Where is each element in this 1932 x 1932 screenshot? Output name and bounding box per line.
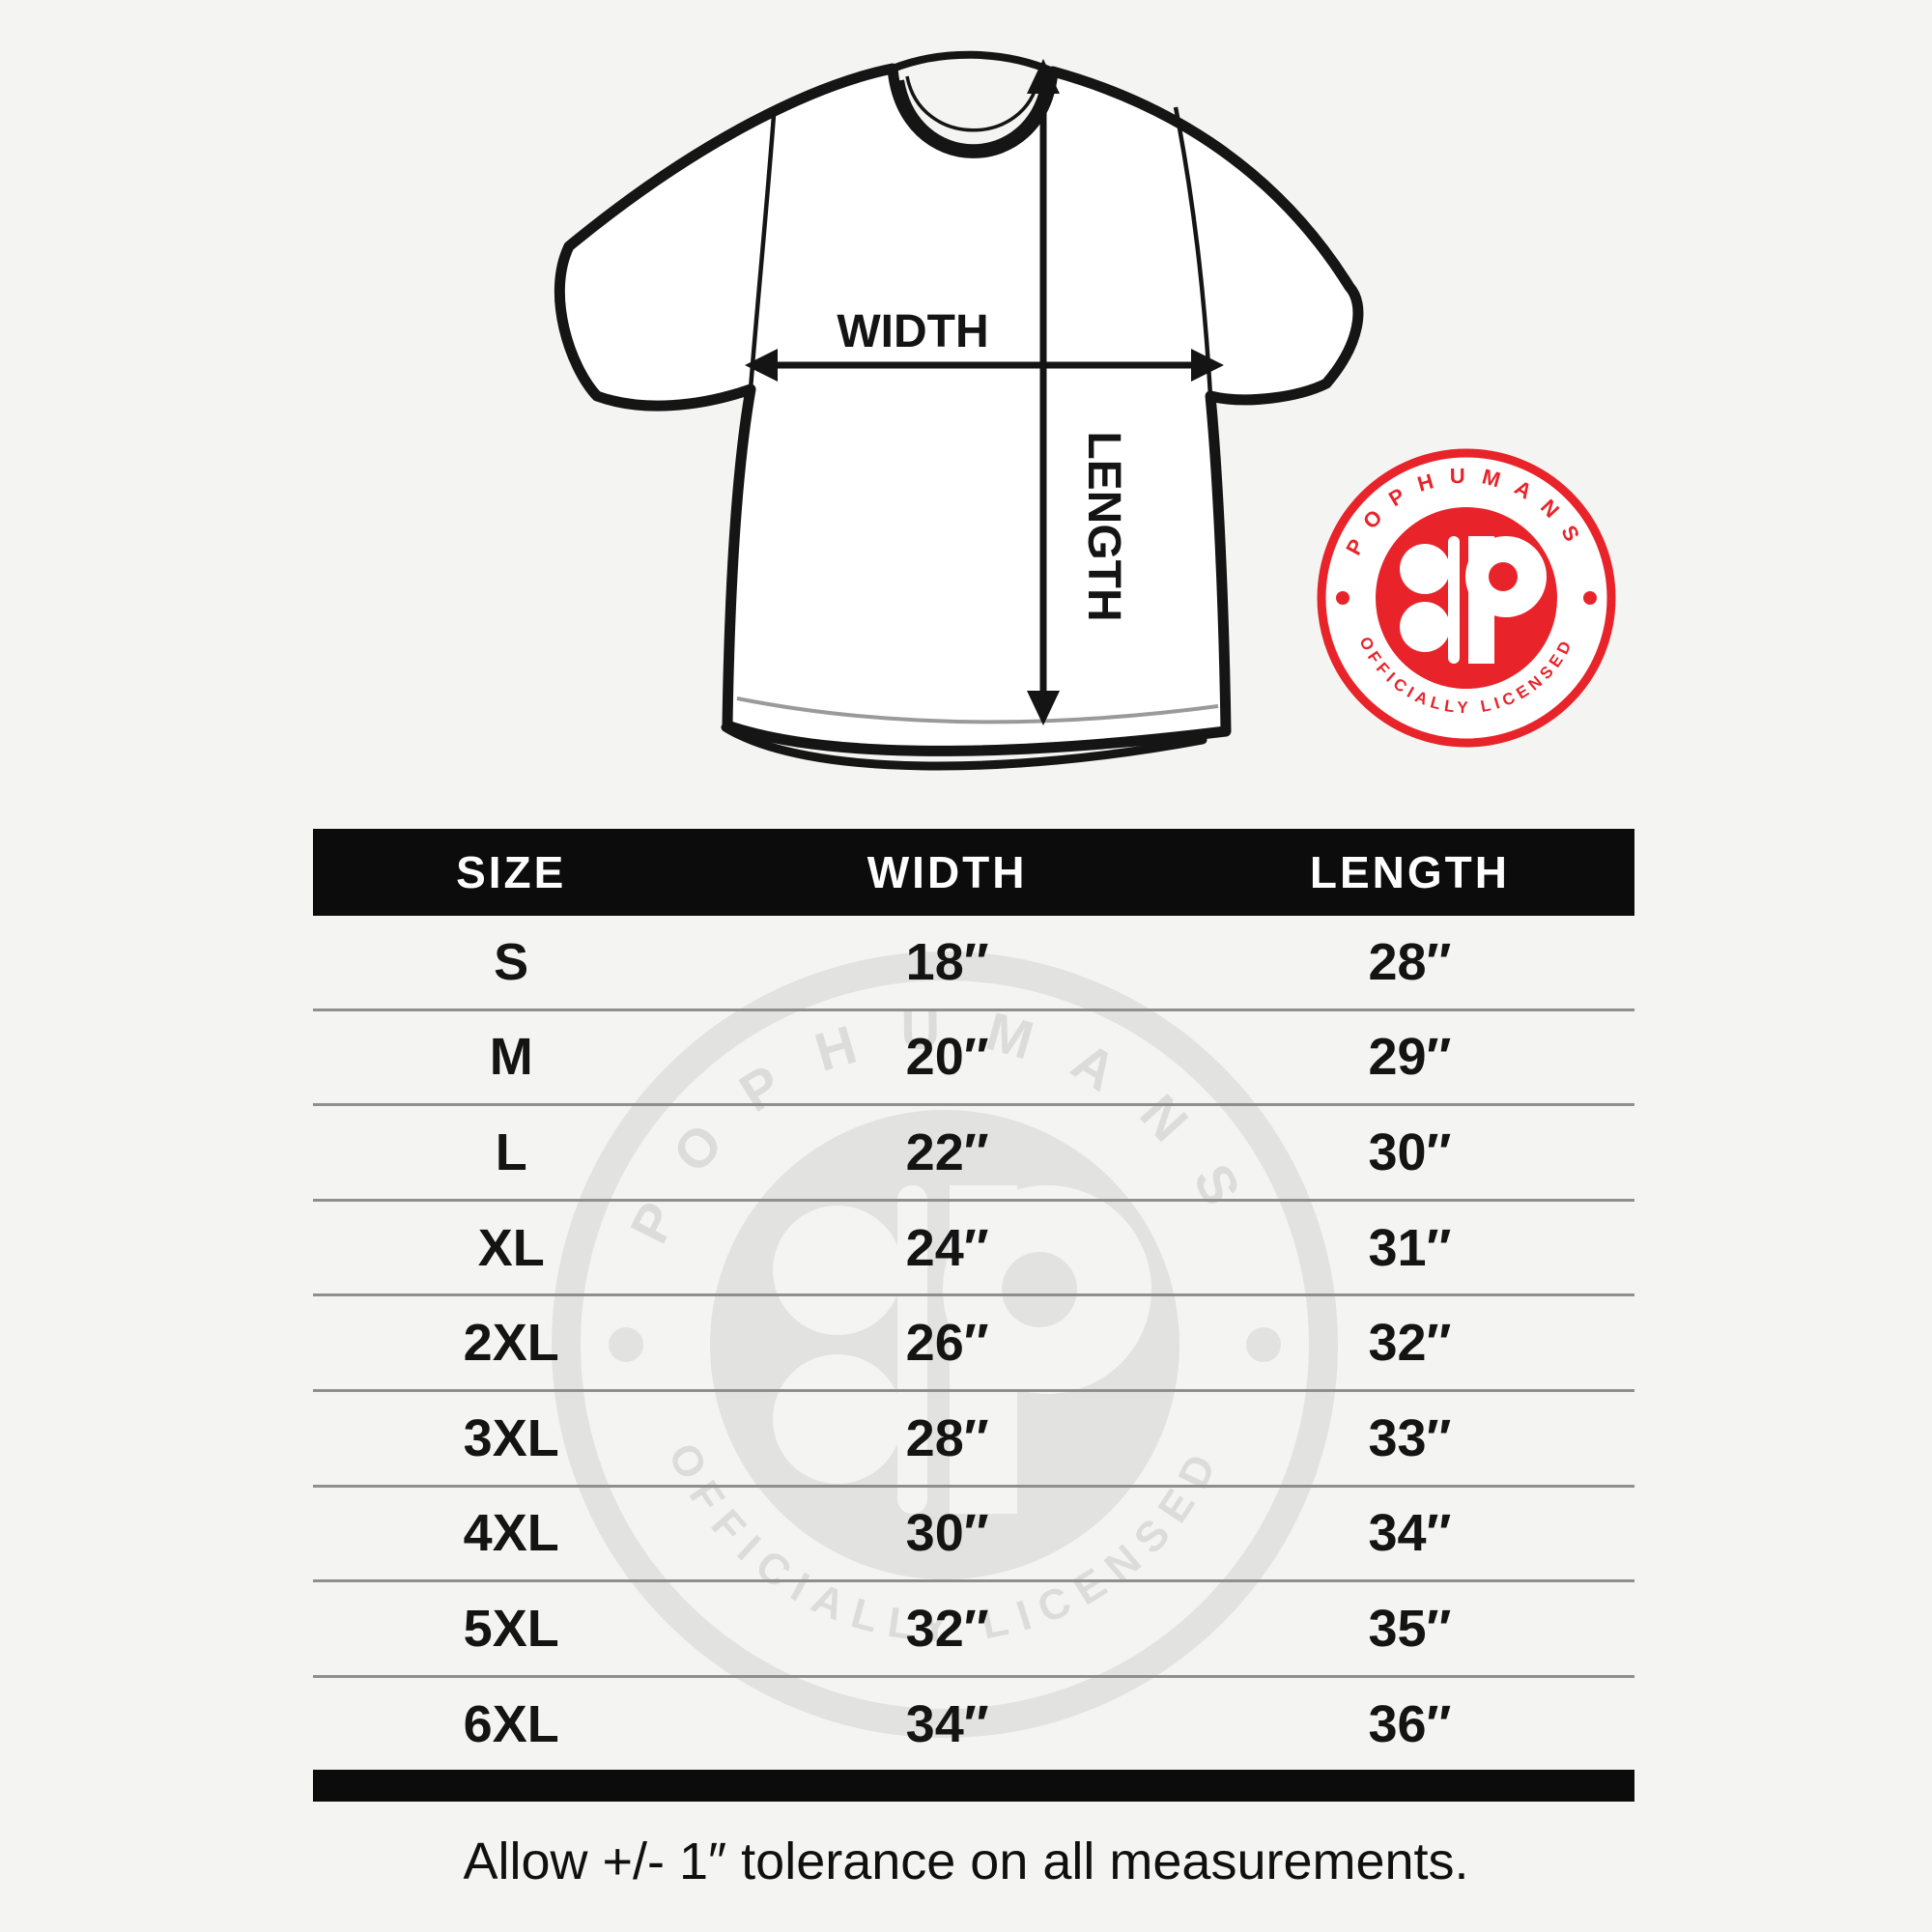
table-rows: S 18″ 28″ M 20″ 29″ L 22″ 30″ XL 24″ 31″ 2XL 26″ 32″ 3X… (313, 916, 1634, 1770)
tshirt-collar-back (891, 50, 1055, 75)
header-size: SIZE (456, 847, 567, 897)
watermark-left-dot (609, 1327, 643, 1362)
table-bottom-bar (313, 1770, 1634, 1803)
tolerance-note: Allow +/- 1″ tolerance on all measuremen… (463, 1833, 1469, 1890)
seal-left-dot (1336, 591, 1350, 605)
watermark-monogram-8p (773, 1185, 1151, 1514)
size-cell: S (494, 932, 529, 991)
width-cell: 26″ (905, 1314, 989, 1373)
length-label: LENGTH (1078, 431, 1129, 621)
watermark-right-dot (1246, 1327, 1281, 1362)
width-cell: 32″ (905, 1599, 989, 1658)
size-table: SIZE WIDTH LENGTH S 18″ 28″ M 20″ 29″ L 22″ 30″ X… (313, 829, 1634, 1803)
size-cell: 5XL (463, 1599, 559, 1658)
width-cell: 20″ (905, 1028, 989, 1087)
size-table-header: SIZE WIDTH LENGTH (313, 829, 1634, 916)
pophumans-seal: POPHUMANS OFFICIALLY LICENSED (1317, 448, 1616, 748)
seal-right-dot (1583, 591, 1597, 605)
size-cell: 3XL (463, 1408, 559, 1467)
length-cell: 28″ (1368, 932, 1452, 991)
size-cell: 4XL (463, 1504, 559, 1563)
table-row: XL 24″ 31″ (313, 1202, 1634, 1297)
length-cell: 34″ (1368, 1504, 1452, 1563)
tshirt-hem-fold (721, 723, 1208, 771)
watermark-outer-ring (552, 952, 1338, 1738)
table-row: M 20″ 29″ (313, 1011, 1634, 1107)
tshirt-outline (554, 63, 1364, 756)
size-cell: XL (477, 1218, 545, 1277)
tshirt-hem-stitch (736, 696, 1219, 724)
tshirt-left-sleeve-seam (748, 114, 777, 390)
size-cell: 6XL (463, 1694, 559, 1753)
width-label: WIDTH (837, 306, 988, 357)
table-row: 2XL 26″ 32″ (313, 1296, 1634, 1392)
width-cell: 24″ (905, 1218, 989, 1277)
seal-monogram-8p (1400, 536, 1547, 664)
width-cell: 22″ (905, 1122, 989, 1181)
width-cell: 28″ (905, 1408, 989, 1467)
length-arrow (1027, 59, 1060, 725)
table-row: 6XL 34″ 36″ (313, 1678, 1634, 1771)
length-cell: 36″ (1368, 1694, 1452, 1753)
length-cell: 32″ (1368, 1314, 1452, 1373)
width-cell: 30″ (905, 1504, 989, 1563)
seal-outer-ring (1317, 448, 1616, 748)
header-width: WIDTH (867, 847, 1028, 897)
table-row: L 22″ 30″ (313, 1106, 1634, 1202)
size-cell: 2XL (463, 1314, 559, 1373)
length-cell: 29″ (1368, 1028, 1452, 1087)
size-cell: L (495, 1122, 527, 1181)
length-cell: 30″ (1368, 1122, 1452, 1181)
width-cell: 34″ (905, 1694, 989, 1753)
size-cell: M (489, 1028, 533, 1087)
tshirt-diagram: WIDTH LENGTH (554, 50, 1364, 771)
tshirt-collar-rib-1 (898, 79, 1047, 151)
width-cell: 18″ (905, 932, 989, 991)
table-row: 4XL 30″ 34″ (313, 1488, 1634, 1583)
length-cell: 35″ (1368, 1599, 1452, 1658)
header-length: LENGTH (1309, 847, 1510, 897)
length-cell: 33″ (1368, 1408, 1452, 1467)
watermark-seal: POPHUMANS OFFICIALLY LICENSED (552, 952, 1338, 1738)
length-cell: 31″ (1368, 1218, 1452, 1277)
table-row: S 18″ 28″ (313, 916, 1634, 1011)
table-row: 3XL 28″ 33″ (313, 1392, 1634, 1488)
width-arrow (745, 349, 1224, 382)
table-row: 5XL 32″ 35″ (313, 1582, 1634, 1678)
tshirt-collar-rib-2 (905, 75, 1040, 132)
